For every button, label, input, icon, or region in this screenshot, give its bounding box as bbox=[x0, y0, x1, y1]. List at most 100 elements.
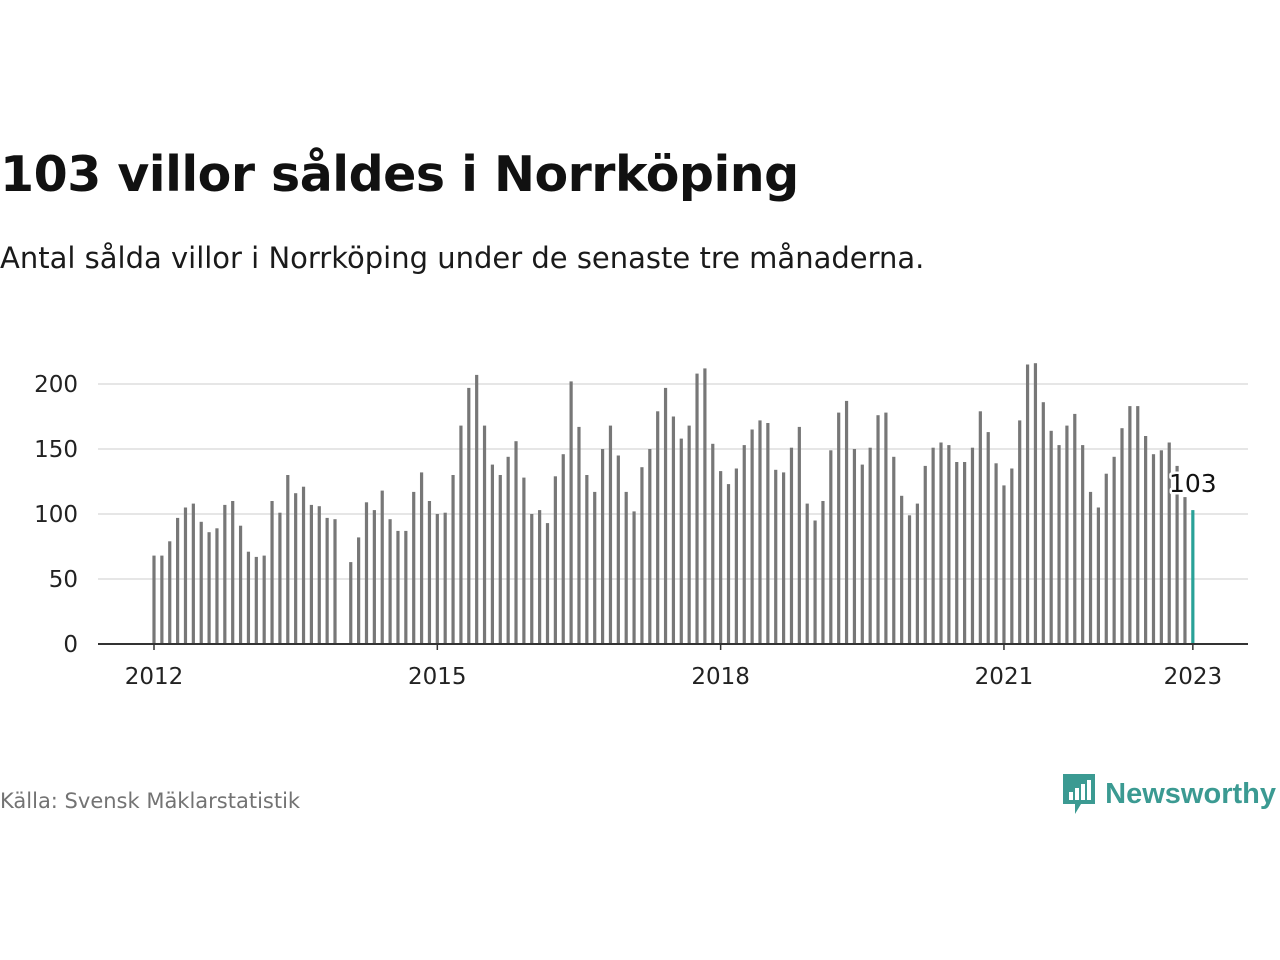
bar bbox=[1167, 442, 1171, 644]
bar bbox=[1033, 363, 1038, 644]
bar bbox=[199, 521, 203, 644]
bar bbox=[900, 495, 904, 644]
bar bbox=[758, 420, 762, 644]
bar bbox=[766, 423, 770, 644]
bar-chart: 0 50 100 150 200 2012 2015 2018 2021 2023 103 bbox=[34, 363, 1248, 690]
bar bbox=[176, 517, 180, 644]
bar bbox=[191, 503, 195, 644]
bar bbox=[270, 501, 274, 644]
bar bbox=[404, 530, 408, 644]
bar bbox=[1120, 428, 1124, 644]
bar bbox=[419, 472, 424, 644]
bar bbox=[837, 412, 841, 644]
bar bbox=[427, 501, 432, 644]
bar bbox=[640, 467, 644, 644]
bar bbox=[1041, 402, 1045, 644]
bar bbox=[1159, 450, 1163, 644]
y-tick-label: 200 bbox=[34, 372, 78, 398]
bar bbox=[459, 425, 463, 644]
bar bbox=[978, 411, 982, 644]
bar bbox=[931, 447, 935, 644]
bar bbox=[498, 475, 502, 644]
bar bbox=[1112, 456, 1116, 644]
bar bbox=[506, 456, 510, 644]
bar bbox=[396, 530, 400, 644]
bar bbox=[364, 502, 369, 644]
bar bbox=[1081, 445, 1085, 644]
bar bbox=[278, 512, 282, 644]
bar bbox=[1175, 465, 1179, 644]
bar bbox=[1088, 491, 1093, 644]
bar bbox=[1073, 413, 1077, 644]
bar bbox=[561, 454, 565, 644]
bar bbox=[388, 519, 392, 644]
bar bbox=[490, 464, 495, 644]
bar bbox=[616, 455, 620, 644]
bar bbox=[726, 484, 731, 644]
bar bbox=[231, 501, 235, 644]
bar bbox=[380, 490, 384, 644]
bar bbox=[530, 514, 534, 644]
bar bbox=[947, 445, 951, 644]
bar bbox=[821, 501, 825, 644]
bar bbox=[475, 374, 479, 644]
bar bbox=[813, 520, 817, 644]
bar bbox=[876, 415, 880, 644]
source-note: Källa: Svensk Mäklarstatistik bbox=[0, 789, 301, 813]
bar bbox=[656, 411, 660, 644]
bar bbox=[207, 532, 211, 644]
bar bbox=[349, 562, 353, 644]
x-axis-ticks: 2012 2015 2018 2021 2023 bbox=[125, 644, 1222, 690]
bar bbox=[553, 476, 557, 644]
x-tick-label: 2015 bbox=[408, 664, 467, 690]
bar bbox=[160, 555, 164, 644]
y-tick-label: 150 bbox=[34, 437, 78, 463]
bar bbox=[711, 443, 715, 644]
bar bbox=[844, 400, 849, 644]
bar bbox=[482, 425, 487, 644]
bar bbox=[152, 555, 156, 644]
bar bbox=[1065, 425, 1069, 644]
bar bbox=[301, 486, 306, 644]
newsworthy-logo: Newsworthy bbox=[1061, 772, 1276, 816]
bar bbox=[372, 510, 376, 644]
bar bbox=[600, 449, 605, 644]
bar bbox=[262, 555, 266, 644]
bar bbox=[309, 504, 313, 644]
bar bbox=[663, 387, 668, 644]
bar bbox=[955, 462, 959, 644]
bar bbox=[1096, 507, 1100, 644]
bar bbox=[719, 471, 723, 644]
bar-highlighted bbox=[1191, 510, 1195, 644]
y-axis-ticks: 0 50 100 150 200 bbox=[34, 372, 78, 658]
brand-name: Newsworthy bbox=[1105, 777, 1276, 810]
bar bbox=[1128, 406, 1132, 644]
bar bbox=[412, 491, 416, 644]
bar bbox=[514, 441, 518, 644]
bar-chart-speech-bubble-icon bbox=[1063, 774, 1096, 814]
bar bbox=[1025, 364, 1030, 644]
bar bbox=[970, 447, 975, 644]
bar bbox=[687, 425, 691, 644]
bar bbox=[703, 368, 707, 644]
bar bbox=[797, 426, 801, 644]
bar bbox=[915, 503, 919, 644]
bar bbox=[168, 541, 172, 644]
bar bbox=[254, 556, 258, 644]
y-tick-label: 100 bbox=[34, 502, 78, 528]
bar bbox=[632, 511, 636, 644]
bar bbox=[333, 519, 337, 644]
bar bbox=[246, 551, 251, 644]
bar bbox=[1010, 468, 1014, 644]
bar bbox=[907, 515, 912, 644]
bar bbox=[569, 381, 573, 644]
x-tick-label: 2021 bbox=[975, 664, 1034, 690]
bar bbox=[215, 528, 219, 644]
bar bbox=[695, 373, 699, 644]
bar bbox=[805, 503, 809, 644]
bar bbox=[357, 537, 361, 644]
bar bbox=[1002, 485, 1006, 644]
bar bbox=[852, 449, 857, 644]
bar bbox=[451, 475, 455, 644]
bar bbox=[286, 475, 290, 644]
